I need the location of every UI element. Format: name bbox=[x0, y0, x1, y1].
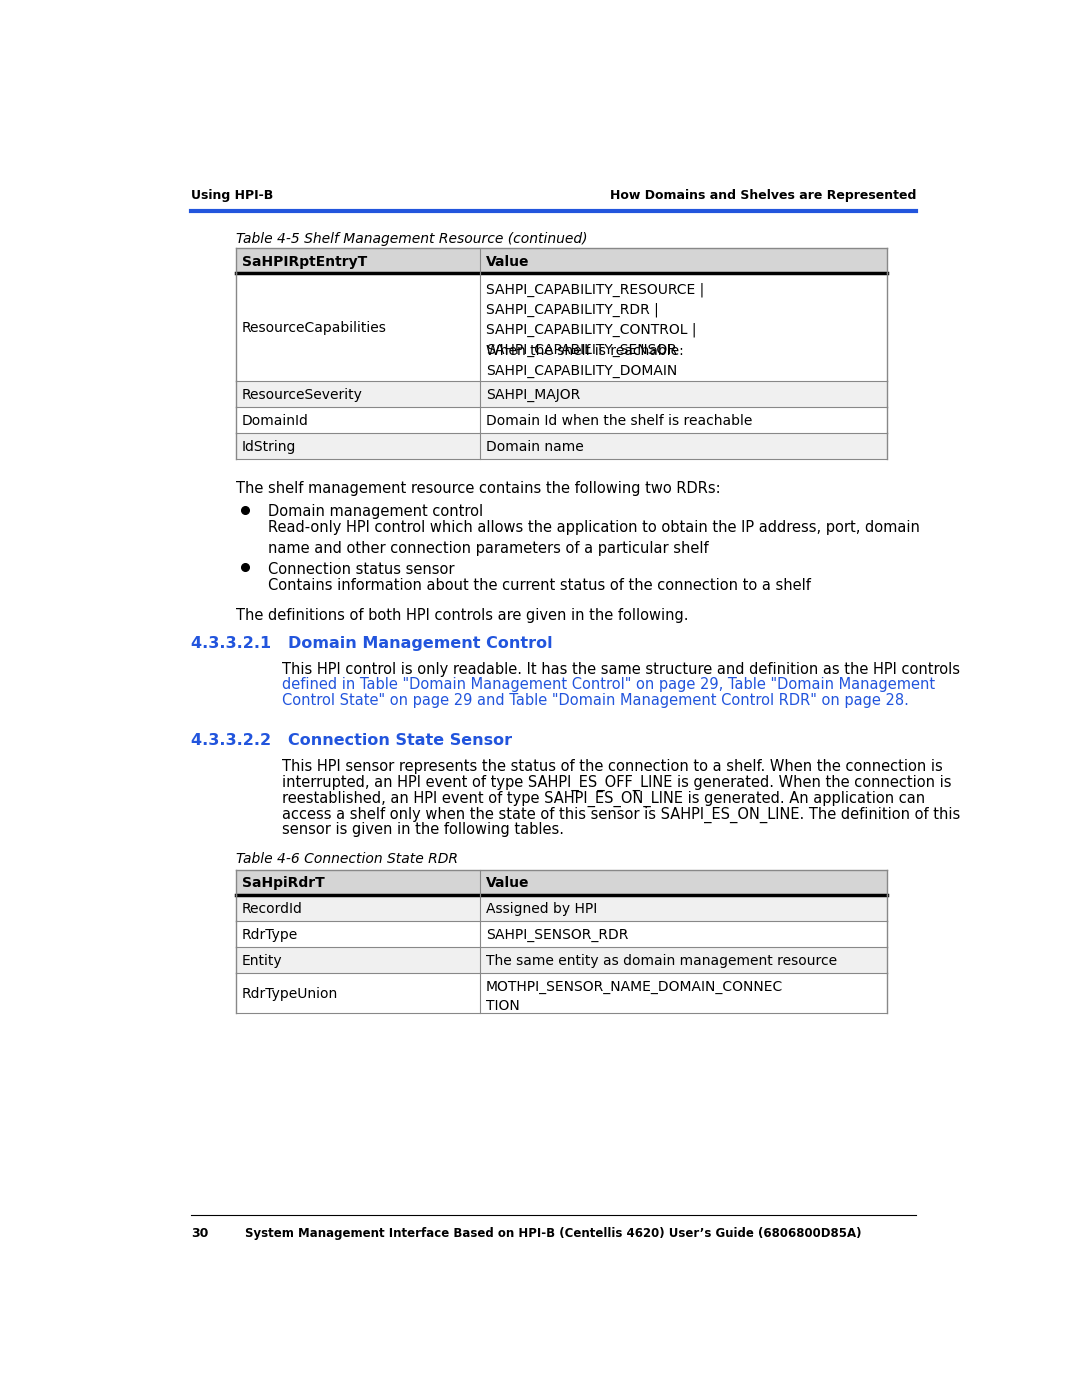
Bar bbox=[235, 381, 887, 407]
Text: SAHPI_SENSOR_RDR: SAHPI_SENSOR_RDR bbox=[486, 928, 629, 942]
Text: Domain management control: Domain management control bbox=[268, 504, 484, 520]
Text: RdrType: RdrType bbox=[242, 928, 298, 942]
Text: defined in Table "Domain Management Control" on page 29, Table "Domain Managemen: defined in Table "Domain Management Cont… bbox=[282, 678, 935, 693]
Text: Table 4-6 Connection State RDR: Table 4-6 Connection State RDR bbox=[235, 852, 458, 866]
Text: Domain Id when the shelf is reachable: Domain Id when the shelf is reachable bbox=[486, 414, 753, 427]
Text: Value: Value bbox=[486, 254, 529, 268]
Text: Read-only HPI control which allows the application to obtain the IP address, por: Read-only HPI control which allows the a… bbox=[268, 520, 920, 556]
Bar bbox=[235, 870, 887, 895]
Text: Control State" on page 29 and Table "Domain Management Control RDR" on page 28.: Control State" on page 29 and Table "Dom… bbox=[282, 693, 909, 708]
Text: Table 4-5 Shelf Management Resource (continued): Table 4-5 Shelf Management Resource (con… bbox=[235, 232, 588, 246]
Text: MOTHPI_SENSOR_NAME_DOMAIN_CONNEC
TION: MOTHPI_SENSOR_NAME_DOMAIN_CONNEC TION bbox=[486, 979, 783, 1013]
Text: Connection status sensor: Connection status sensor bbox=[268, 562, 455, 577]
Text: IdString: IdString bbox=[242, 440, 296, 454]
Text: The definitions of both HPI controls are given in the following.: The definitions of both HPI controls are… bbox=[235, 608, 688, 623]
Bar bbox=[235, 274, 887, 381]
Text: SaHPIRptEntryT: SaHPIRptEntryT bbox=[242, 254, 367, 268]
Text: reestablished, an HPI event of type SAHPI_ES_ON_LINE is generated. An applicatio: reestablished, an HPI event of type SAHP… bbox=[282, 791, 926, 807]
Text: Assigned by HPI: Assigned by HPI bbox=[486, 902, 597, 916]
Text: Domain name: Domain name bbox=[486, 440, 584, 454]
Text: 4.3.3.2.2   Connection State Sensor: 4.3.3.2.2 Connection State Sensor bbox=[191, 733, 512, 747]
Text: The same entity as domain management resource: The same entity as domain management res… bbox=[486, 954, 837, 968]
Bar bbox=[235, 407, 887, 433]
Text: SAHPI_CAPABILITY_RESOURCE |
SAHPI_CAPABILITY_RDR |
SAHPI_CAPABILITY_CONTROL |
SA: SAHPI_CAPABILITY_RESOURCE | SAHPI_CAPABI… bbox=[486, 282, 704, 356]
Text: interrupted, an HPI event of type SAHPI_ES_OFF_LINE is generated. When the conne: interrupted, an HPI event of type SAHPI_… bbox=[282, 775, 951, 791]
Text: 30: 30 bbox=[191, 1227, 208, 1241]
Text: SaHpiRdrT: SaHpiRdrT bbox=[242, 876, 325, 890]
Text: ResourceCapabilities: ResourceCapabilities bbox=[242, 321, 387, 335]
Bar bbox=[235, 947, 887, 974]
Text: ResourceSeverity: ResourceSeverity bbox=[242, 388, 363, 402]
Bar bbox=[235, 921, 887, 947]
Text: When the shelf is reachable:
SAHPI_CAPABILITY_DOMAIN: When the shelf is reachable: SAHPI_CAPAB… bbox=[486, 344, 684, 377]
Text: How Domains and Shelves are Represented: How Domains and Shelves are Represented bbox=[610, 189, 916, 201]
Text: System Management Interface Based on HPI-B (Centellis 4620) User’s Guide (680680: System Management Interface Based on HPI… bbox=[245, 1227, 862, 1241]
Text: This HPI sensor represents the status of the connection to a shelf. When the con: This HPI sensor represents the status of… bbox=[282, 759, 943, 774]
Text: Value: Value bbox=[486, 876, 529, 890]
Text: access a shelf only when the state of this sensor is SAHPI_ES_ON_LINE. The defin: access a shelf only when the state of th… bbox=[282, 806, 960, 823]
Bar bbox=[235, 895, 887, 921]
Text: This HPI control is only readable. It has the same structure and definition as t: This HPI control is only readable. It ha… bbox=[282, 662, 960, 678]
Text: sensor is given in the following tables.: sensor is given in the following tables. bbox=[282, 823, 564, 837]
Bar bbox=[235, 974, 887, 1013]
Bar bbox=[235, 433, 887, 460]
Text: DomainId: DomainId bbox=[242, 414, 309, 427]
Text: Using HPI-B: Using HPI-B bbox=[191, 189, 273, 201]
Text: 4.3.3.2.1   Domain Management Control: 4.3.3.2.1 Domain Management Control bbox=[191, 636, 553, 651]
Text: SAHPI_MAJOR: SAHPI_MAJOR bbox=[486, 388, 580, 402]
Text: Entity: Entity bbox=[242, 954, 283, 968]
Text: Contains information about the current status of the connection to a shelf: Contains information about the current s… bbox=[268, 578, 811, 594]
Text: RecordId: RecordId bbox=[242, 902, 302, 916]
Text: RdrTypeUnion: RdrTypeUnion bbox=[242, 988, 338, 1002]
Bar bbox=[235, 249, 887, 274]
Text: The shelf management resource contains the following two RDRs:: The shelf management resource contains t… bbox=[235, 481, 720, 496]
